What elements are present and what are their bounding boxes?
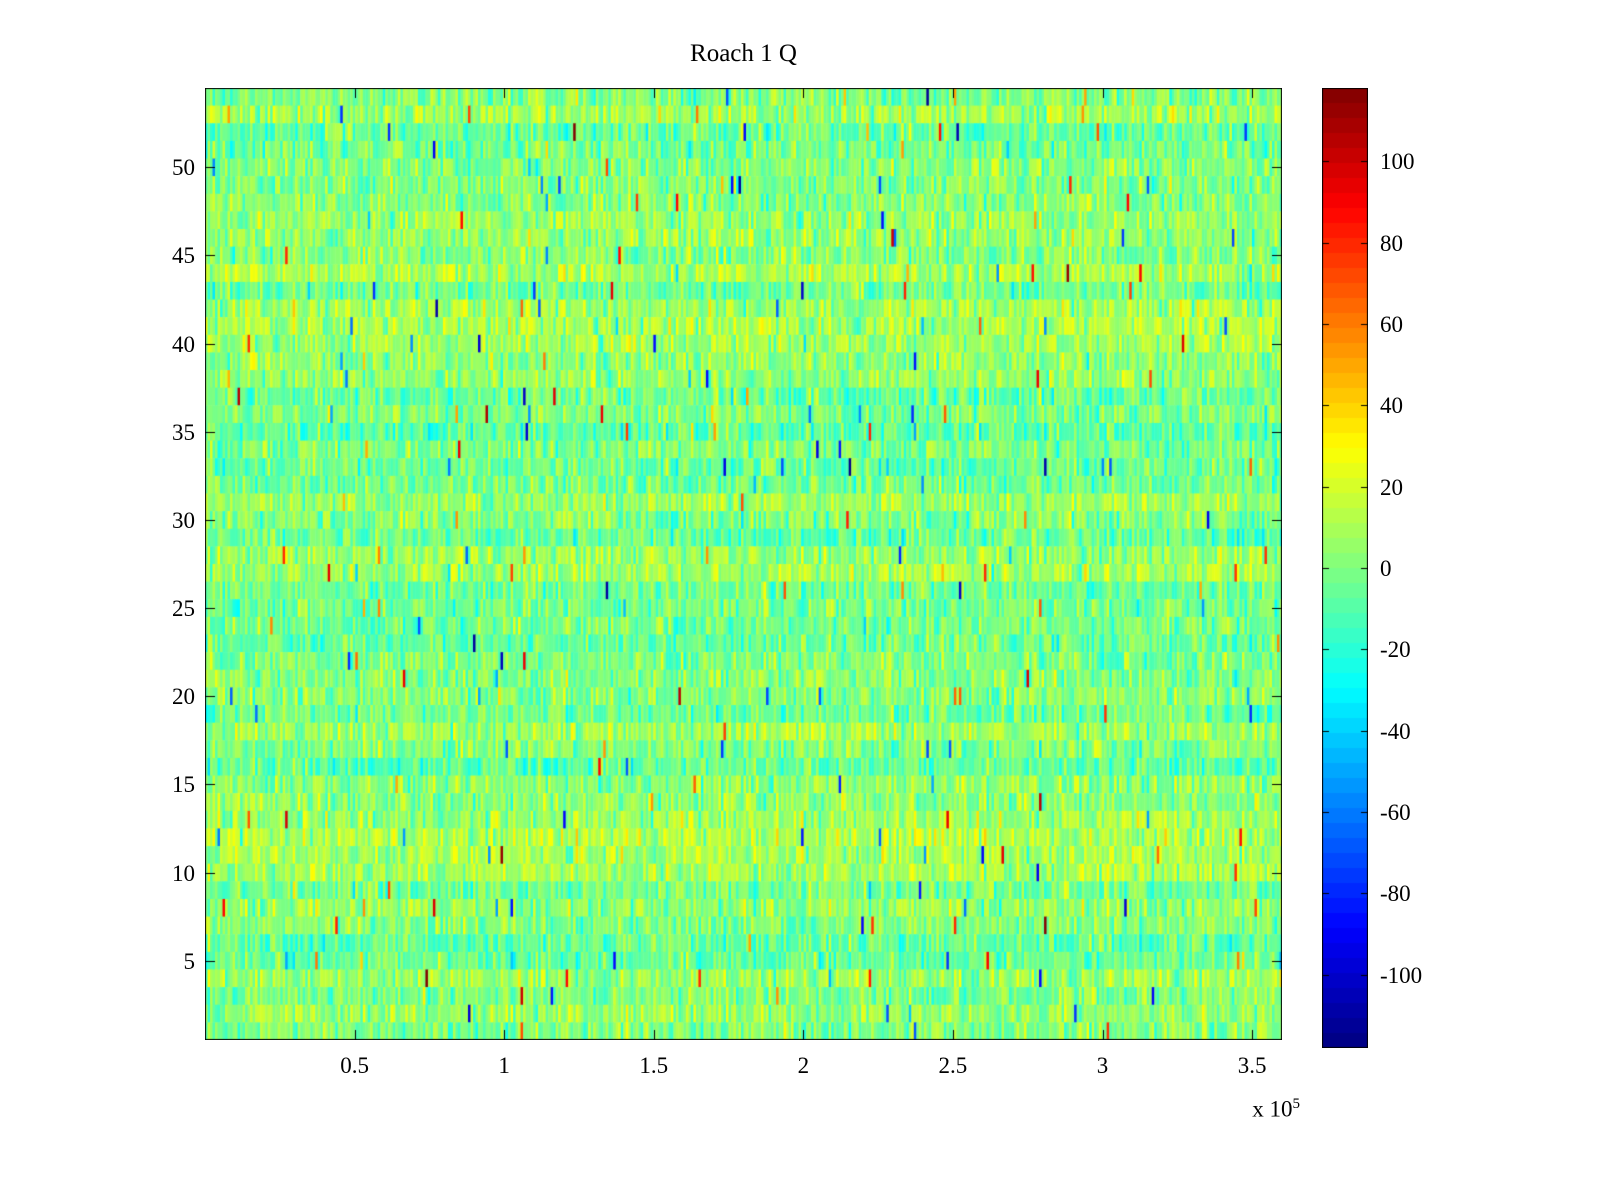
x-tick-label: 3 [1096, 1053, 1109, 1078]
y-tick-label: 30 [172, 507, 195, 533]
colorbar-tick-label: 40 [1380, 393, 1403, 419]
y-tick-label: 10 [172, 860, 195, 886]
y-tick-label: 15 [172, 772, 195, 798]
y-tick-label: 50 [172, 155, 195, 181]
x-scale-prefix: x 10 [1252, 1096, 1293, 1122]
x-tick-label: 1 [498, 1053, 510, 1078]
colorbar-tick-label: -80 [1380, 881, 1411, 907]
colorbar-tick-label: -60 [1380, 800, 1411, 826]
y-tick-label: 5 [183, 948, 196, 974]
x-tick-label: 0.5 [340, 1053, 369, 1078]
colorbar-tick-label: 20 [1380, 474, 1403, 500]
x-tick-label: 3.5 [1237, 1053, 1267, 1078]
colorbar-tick-label: -40 [1380, 718, 1411, 744]
y-tick-label: 45 [172, 243, 195, 269]
colorbar-tick-label: 80 [1380, 230, 1403, 256]
colorbar-tick-label: -100 [1380, 962, 1423, 988]
x-tick-label: 1.5 [639, 1053, 669, 1078]
colorbar-tick-label: 60 [1380, 311, 1403, 337]
plot-title: Roach 1 Q [690, 40, 797, 67]
colorbar-tick-label: 100 [1380, 149, 1415, 175]
y-tick-label: 40 [172, 331, 195, 357]
x-tick-label: 2 [797, 1053, 810, 1078]
y-tick-label: 20 [172, 684, 195, 710]
x-axis-scale-label: x 105 [1190, 1096, 1300, 1123]
colorbar-tick-label: -20 [1380, 637, 1411, 663]
heatmap-canvas[interactable] [205, 88, 1282, 1040]
x-tick-label: 2.5 [938, 1053, 968, 1078]
colorbar [1322, 88, 1368, 1048]
colorbar-tick-label: 0 [1380, 556, 1392, 581]
y-tick-label: 25 [172, 596, 195, 622]
x-scale-exponent: 5 [1292, 1096, 1301, 1112]
y-tick-label: 35 [172, 419, 195, 445]
